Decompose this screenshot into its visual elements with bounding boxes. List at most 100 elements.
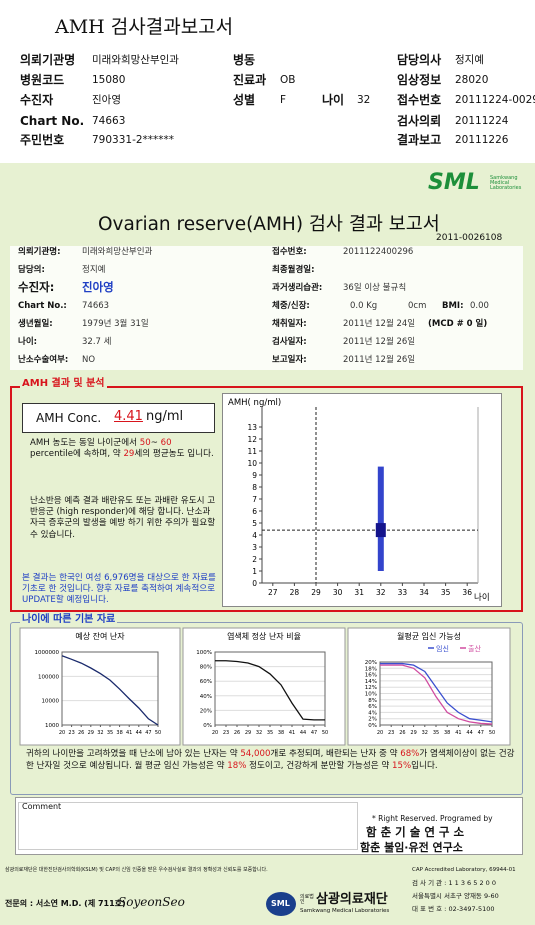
field-value: 790331-2****** — [92, 134, 175, 146]
info-label: 체중/신장: — [272, 301, 310, 311]
report-title: Ovarian reserve(AMH) 검사 결과 보고서 — [98, 214, 440, 235]
x-tick-label: 35 — [267, 730, 273, 736]
y-tick-label: 60% — [200, 679, 212, 685]
x-tick-label: 47 — [478, 730, 484, 736]
address: 서울특별시 서초구 양재동 9-60 — [412, 892, 499, 900]
y-tick-label: 13 — [247, 423, 257, 432]
field-value: 진아영 — [92, 94, 121, 106]
info-value: 미래와희망산부인과 — [82, 247, 153, 257]
legend-label: 출산 — [468, 644, 481, 653]
y-tick-label: 0% — [203, 723, 212, 729]
y-tick-label: 6% — [368, 704, 377, 710]
info-label: 난소수술여부: — [18, 355, 69, 365]
y-tick-label: 12% — [365, 685, 377, 691]
info-value: 진아영 — [82, 280, 114, 294]
y-tick-label: 10% — [365, 692, 377, 698]
field-label: 수진자 — [20, 93, 54, 107]
text: AMH 농도는 동일 나이군에서 — [30, 438, 138, 448]
text: 가 염색체이상이 없는 건강한 난자일 것으로 예상됩니다. 월 평균 임신 가… — [26, 749, 515, 771]
y-tick-label: 2% — [368, 717, 377, 723]
result-title: AMH 결과 및 분석 — [20, 378, 107, 389]
logo-sub: Samkwang Medical Laboratories — [490, 175, 522, 191]
info-value: 2011년 12월 24일 — [343, 319, 416, 329]
conc-box — [22, 403, 215, 433]
legend-label: 임신 — [436, 644, 449, 653]
x-tick-label: 36 — [462, 588, 472, 597]
x-tick-label: 35 — [433, 730, 439, 736]
y-tick-label: 12 — [247, 435, 257, 444]
text: 귀하의 나이만을 고려하였을 때 난소에 남아 있는 난자는 약 — [26, 749, 238, 759]
x-tick-label: 29 — [88, 730, 94, 736]
x-tick-label: 26 — [78, 730, 84, 736]
info-value: 32.7 세 — [82, 337, 112, 347]
chart-frame — [19, 627, 181, 746]
axis-title: AMH( ng/ml) — [228, 398, 281, 408]
plot-frame — [379, 661, 493, 726]
y-tick-label: 16% — [365, 673, 377, 679]
info-label: 최종월경일: — [272, 265, 315, 275]
doctor: 전문의 : 서소연 M.D. (제 711호) — [5, 899, 126, 908]
y-tick-label: 11 — [247, 447, 257, 456]
equivalent-age: 29 — [123, 449, 135, 460]
field-label: Chart No. — [20, 114, 85, 128]
footer-logo: SML — [271, 899, 290, 908]
x-tick-label: 32 — [97, 730, 103, 736]
y-tick-label: 4 — [252, 531, 257, 540]
info-part: 0.0 Kg — [350, 301, 378, 311]
y-tick-label: 100000 — [38, 674, 59, 680]
series-line — [380, 664, 493, 725]
y-tick-label: 1000 — [45, 723, 59, 729]
chart-title: 월평균 임신 가능성 — [397, 631, 461, 641]
y-tick-label: 20% — [200, 708, 212, 714]
text: 세의 평균농도 입니다. — [134, 449, 214, 460]
range-bar — [377, 466, 384, 571]
x-tick-label: 44 — [136, 730, 142, 736]
x-tick-label: 28 — [290, 588, 300, 597]
comment-inner — [18, 802, 358, 850]
x-tick-label: 44 — [466, 730, 472, 736]
conc-value: 4.41 — [114, 409, 143, 424]
logo: SML — [428, 170, 480, 195]
chart-title: 염색체 정상 난자 비율 — [227, 631, 301, 641]
phone: 대 표 번 호 : 02-3497-5100 — [412, 905, 495, 913]
x-tick-label: 50 — [489, 730, 495, 736]
report-number: 2011-0026108 — [436, 233, 503, 243]
info-label: 접수번호: — [272, 247, 307, 257]
text: 개로 추정되며, 배란되는 난자 중 약 — [270, 749, 398, 759]
x-tick-label: 41 — [455, 730, 461, 736]
x-tick-label: 32 — [256, 730, 262, 736]
info-value: 정지예 — [82, 265, 106, 275]
org-small: 의료법인 — [300, 894, 314, 905]
field-value: 32 — [357, 94, 371, 106]
x-tick-label: 38 — [116, 730, 122, 736]
comment-box — [15, 797, 523, 855]
reference-title: 나이에 따른 기본 자료 — [20, 614, 118, 625]
info-label: 나이: — [18, 337, 38, 347]
x-tick-label: 29 — [410, 730, 416, 736]
info-value: 1979년 3월 31일 — [82, 319, 149, 329]
field-value: 15080 — [92, 74, 126, 86]
summary: 귀하의 나이만을 고려하였을 때 난소에 남아 있는 난자는 약 54,000개… — [26, 749, 518, 772]
x-tick-label: 38 — [444, 730, 450, 736]
lab-name: 함 춘 기 술 연 구 소 — [366, 825, 465, 839]
y-tick-label: 20% — [365, 660, 377, 666]
field-label: 결과보고 — [397, 133, 442, 147]
y-tick-label: 2 — [252, 555, 257, 564]
number: 18% — [227, 760, 247, 771]
y-tick-label: 4% — [368, 710, 377, 716]
x-tick-label: 23 — [68, 730, 74, 736]
x-tick-label: 27 — [268, 588, 278, 597]
field-value: 20111226 — [455, 134, 509, 146]
x-tick-label: 50 — [155, 730, 161, 736]
info-label: Chart No.: — [18, 301, 67, 311]
field-value: 20111224 — [455, 115, 509, 127]
field-value: OB — [280, 74, 296, 86]
comment-label: Comment — [22, 802, 62, 811]
lab-name: 함춘 불임·유전 연구소 — [360, 841, 463, 854]
field-label: 병동 — [233, 53, 256, 67]
y-tick-label: 5 — [252, 519, 257, 528]
field-label: 담당의사 — [397, 53, 442, 67]
field-label: 의뢰기관명 — [20, 53, 76, 67]
info-label: 수진자: — [18, 280, 55, 294]
